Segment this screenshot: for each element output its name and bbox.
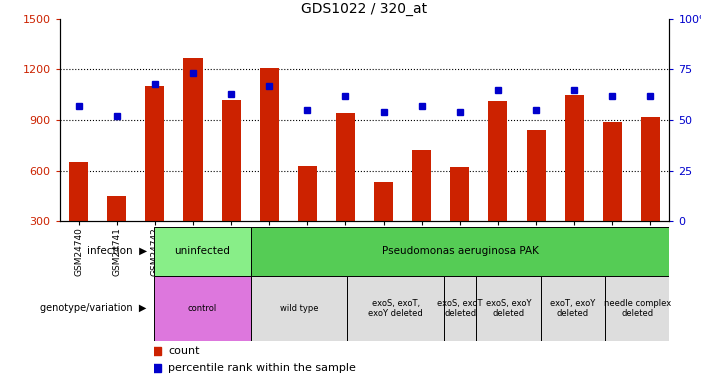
Text: infection  ▶: infection ▶	[86, 246, 147, 256]
Bar	[374, 183, 393, 221]
Bar	[184, 58, 203, 221]
Bar	[603, 122, 622, 221]
Text: genotype/variation  ▶: genotype/variation ▶	[40, 303, 147, 313]
Bar	[251, 276, 348, 341]
Bar	[259, 68, 279, 221]
Text: exoS, exoT,
exoY deleted: exoS, exoT, exoY deleted	[368, 299, 423, 318]
Bar	[564, 95, 584, 221]
Bar	[605, 276, 669, 341]
Text: uninfected: uninfected	[175, 246, 231, 256]
Bar	[444, 276, 476, 341]
Bar	[298, 166, 317, 221]
Text: percentile rank within the sample: percentile rank within the sample	[168, 363, 356, 373]
Text: control: control	[188, 304, 217, 313]
Text: needle complex
deleted: needle complex deleted	[604, 299, 671, 318]
Text: Pseudomonas aeruginosa PAK: Pseudomonas aeruginosa PAK	[382, 246, 538, 256]
Bar	[412, 150, 431, 221]
Text: exoS, exoT
deleted: exoS, exoT deleted	[437, 299, 483, 318]
Bar	[336, 113, 355, 221]
Bar	[526, 130, 545, 221]
Text: exoS, exoY
deleted: exoS, exoY deleted	[486, 299, 531, 318]
Text: count: count	[168, 346, 200, 356]
Text: wild type: wild type	[280, 304, 318, 313]
Bar	[476, 276, 540, 341]
Bar	[145, 86, 165, 221]
Bar	[222, 100, 240, 221]
Bar	[107, 196, 126, 221]
Title: GDS1022 / 320_at: GDS1022 / 320_at	[301, 2, 428, 16]
Bar	[540, 276, 605, 341]
Bar	[641, 117, 660, 221]
Bar	[450, 167, 470, 221]
Bar	[348, 276, 444, 341]
Bar	[489, 102, 508, 221]
Bar	[154, 276, 251, 341]
Bar	[69, 162, 88, 221]
Bar	[251, 227, 669, 276]
Bar	[154, 227, 251, 276]
Text: exoT, exoY
deleted: exoT, exoY deleted	[550, 299, 595, 318]
